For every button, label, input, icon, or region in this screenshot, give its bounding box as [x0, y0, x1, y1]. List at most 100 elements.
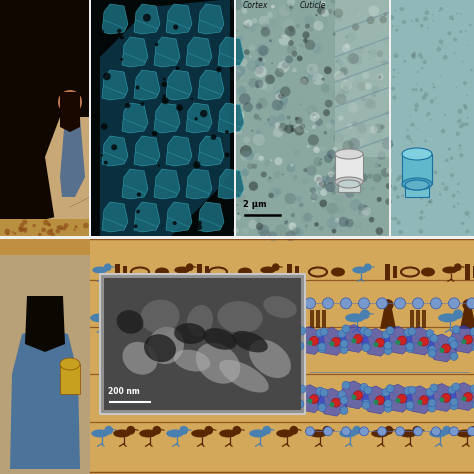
Circle shape: [347, 53, 359, 64]
Circle shape: [329, 402, 335, 407]
Circle shape: [51, 233, 55, 237]
Circle shape: [32, 224, 36, 228]
Circle shape: [350, 199, 361, 211]
Circle shape: [443, 55, 447, 60]
Circle shape: [458, 144, 461, 147]
Circle shape: [382, 138, 393, 149]
Circle shape: [360, 383, 368, 391]
Circle shape: [301, 78, 308, 85]
Circle shape: [333, 132, 344, 143]
Circle shape: [352, 338, 356, 343]
Circle shape: [125, 103, 130, 108]
Circle shape: [369, 217, 374, 222]
Circle shape: [303, 38, 309, 44]
Circle shape: [337, 89, 346, 98]
Circle shape: [472, 344, 474, 352]
Circle shape: [234, 214, 241, 220]
Circle shape: [346, 49, 350, 54]
Circle shape: [256, 44, 268, 55]
Circle shape: [342, 44, 351, 53]
Circle shape: [265, 74, 275, 84]
Polygon shape: [45, 117, 90, 222]
Circle shape: [235, 110, 244, 120]
Circle shape: [305, 40, 315, 50]
Circle shape: [285, 3, 294, 12]
Ellipse shape: [249, 340, 291, 378]
Polygon shape: [154, 169, 180, 199]
Circle shape: [432, 20, 434, 22]
Circle shape: [384, 426, 393, 435]
Circle shape: [299, 103, 302, 106]
Polygon shape: [102, 70, 128, 100]
Polygon shape: [166, 136, 192, 166]
Circle shape: [431, 203, 432, 205]
Circle shape: [321, 84, 330, 92]
Circle shape: [384, 346, 392, 355]
Circle shape: [356, 123, 367, 133]
Circle shape: [398, 230, 403, 235]
Polygon shape: [460, 309, 474, 329]
Ellipse shape: [331, 267, 345, 276]
Circle shape: [377, 197, 382, 202]
Circle shape: [324, 154, 333, 163]
Bar: [465, 264, 470, 280]
Circle shape: [304, 212, 313, 221]
Circle shape: [120, 36, 124, 39]
Circle shape: [104, 426, 113, 435]
Circle shape: [348, 75, 355, 82]
Circle shape: [448, 337, 456, 345]
Bar: [0, 236, 474, 238]
Circle shape: [416, 164, 417, 165]
Polygon shape: [122, 37, 148, 67]
Circle shape: [414, 103, 419, 108]
Bar: [146, 310, 150, 328]
Polygon shape: [450, 383, 474, 410]
Circle shape: [58, 225, 63, 230]
Circle shape: [193, 161, 201, 168]
Circle shape: [467, 427, 474, 436]
Circle shape: [233, 0, 237, 3]
Circle shape: [143, 14, 151, 22]
Circle shape: [364, 386, 372, 394]
Bar: [287, 264, 292, 280]
Circle shape: [261, 27, 270, 36]
Circle shape: [289, 121, 291, 123]
Circle shape: [464, 106, 468, 110]
Polygon shape: [380, 309, 396, 329]
Circle shape: [420, 56, 423, 59]
Circle shape: [429, 99, 434, 104]
Circle shape: [367, 173, 373, 179]
Circle shape: [418, 341, 422, 346]
Bar: [385, 264, 390, 280]
Circle shape: [243, 136, 250, 144]
Circle shape: [369, 58, 371, 60]
Circle shape: [382, 331, 390, 338]
Polygon shape: [102, 4, 128, 34]
Circle shape: [236, 204, 238, 206]
Polygon shape: [428, 383, 456, 411]
Circle shape: [296, 24, 300, 28]
Circle shape: [258, 46, 269, 56]
Circle shape: [324, 15, 327, 18]
Circle shape: [253, 134, 265, 146]
Circle shape: [412, 426, 421, 435]
Circle shape: [377, 427, 386, 436]
Circle shape: [340, 298, 352, 309]
Circle shape: [357, 137, 365, 145]
Circle shape: [285, 106, 287, 108]
Bar: [226, 310, 230, 328]
Circle shape: [359, 427, 368, 436]
Circle shape: [273, 197, 274, 198]
Circle shape: [265, 18, 277, 30]
Circle shape: [408, 386, 416, 394]
Circle shape: [463, 299, 474, 310]
Circle shape: [394, 217, 397, 220]
Circle shape: [423, 17, 428, 21]
Circle shape: [344, 80, 346, 83]
Circle shape: [238, 36, 244, 41]
Circle shape: [231, 0, 242, 10]
Circle shape: [310, 190, 319, 199]
Circle shape: [338, 59, 344, 65]
Circle shape: [336, 15, 343, 21]
Circle shape: [360, 327, 368, 335]
